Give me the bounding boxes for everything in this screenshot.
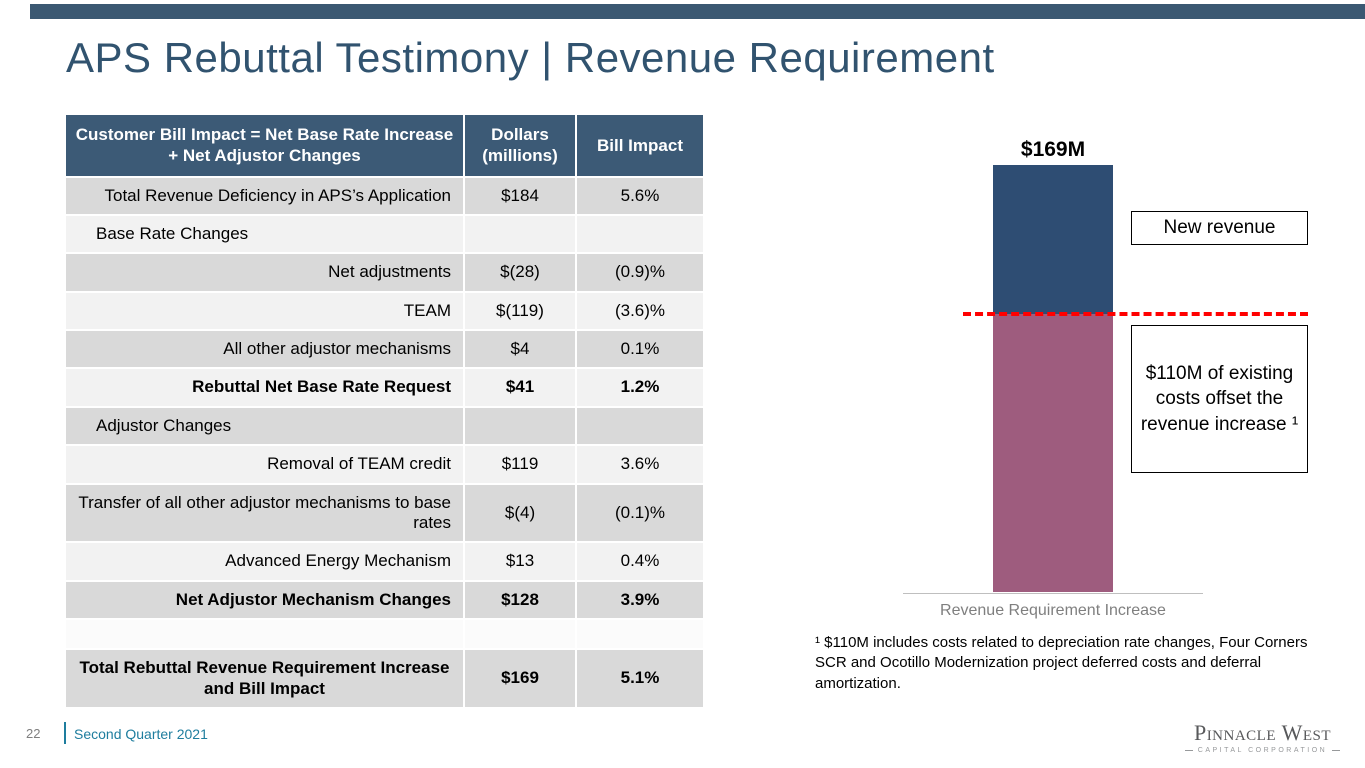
table-subtotal-row: Rebuttal Net Base Rate Request $41 1.2%: [66, 368, 703, 407]
table-row: Transfer of all other adjustor mechanism…: [66, 483, 703, 543]
table-row: Net adjustments $(28) (0.9)%: [66, 253, 703, 292]
logo-subtext-row: CAPITAL CORPORATION: [1185, 747, 1340, 754]
row-impact: [575, 619, 703, 650]
row-label: Net adjustments: [66, 253, 464, 292]
top-accent-bar: [30, 4, 1365, 19]
row-dollars: [463, 406, 576, 446]
table-section-row: Adjustor Changes: [66, 406, 703, 446]
header-cell-dollars: Dollars (millions): [463, 115, 576, 177]
row-label: Total Rebuttal Revenue Requirement Incre…: [66, 649, 464, 707]
bar-total-label: $169M: [1020, 138, 1086, 161]
table-total-row: Total Rebuttal Revenue Requirement Incre…: [66, 649, 703, 707]
table-row: Advanced Energy Mechanism $13 0.4%: [66, 542, 703, 581]
row-label: Transfer of all other adjustor mechanism…: [66, 483, 464, 543]
row-impact: 3.9%: [575, 580, 703, 620]
row-impact: 3.6%: [575, 445, 703, 484]
table-row: TEAM $(119) (3.6)%: [66, 291, 703, 331]
pinnacle-west-logo: Pinnacle West CAPITAL CORPORATION: [1185, 722, 1340, 754]
page-number: 22: [26, 726, 41, 741]
logo-rule-right: [1332, 750, 1340, 751]
row-impact: 0.1%: [575, 330, 703, 369]
row-impact: 5.6%: [575, 176, 703, 215]
row-label: [66, 619, 464, 650]
row-label: All other adjustor mechanisms: [66, 330, 464, 369]
bar-segment-new-revenue: [993, 165, 1113, 315]
logo-rule-left: [1185, 750, 1193, 751]
dashed-line: [963, 312, 1308, 317]
row-impact: (3.6)%: [575, 291, 703, 331]
table-header-row: Customer Bill Impact = Net Base Rate Inc…: [66, 115, 703, 177]
row-dollars: [463, 619, 576, 650]
table-spacer-row: [66, 619, 703, 650]
row-impact: (0.1)%: [575, 483, 703, 543]
chart-axis-label: Revenue Requirement Increase: [940, 602, 1166, 619]
row-label: Net Adjustor Mechanism Changes: [66, 580, 464, 620]
footer-divider: [64, 722, 66, 744]
row-dollars: $41: [463, 368, 576, 407]
row-label: Total Revenue Deficiency in APS’s Applic…: [66, 176, 464, 215]
row-impact: [575, 214, 703, 254]
header-cell-bill-impact: Bill Impact: [575, 115, 703, 177]
row-label: TEAM: [66, 291, 464, 331]
row-impact: (0.9)%: [575, 253, 703, 292]
row-dollars: $13: [463, 542, 576, 581]
row-dollars: $128: [463, 580, 576, 620]
revenue-requirement-chart: $169M New revenue $110M of existing cost…: [790, 130, 1345, 715]
table-section-row: Base Rate Changes: [66, 214, 703, 254]
logo-name: Pinnacle West: [1193, 720, 1332, 745]
row-dollars: $184: [463, 176, 576, 215]
new-revenue-label-box: New revenue: [1131, 211, 1308, 245]
header-cell-description: Customer Bill Impact = Net Base Rate Inc…: [66, 115, 464, 177]
rate-table: Customer Bill Impact = Net Base Rate Inc…: [66, 115, 703, 707]
row-impact: 5.1%: [575, 649, 703, 707]
row-dollars: $119: [463, 445, 576, 484]
page-title: APS Rebuttal Testimony | Revenue Require…: [66, 34, 995, 81]
row-dollars: $169: [463, 649, 576, 707]
chart-footnote: ¹ $110M includes costs related to deprec…: [815, 634, 1308, 692]
row-label: Advanced Energy Mechanism: [66, 542, 464, 581]
row-impact: [575, 406, 703, 446]
rate-table-container: Customer Bill Impact = Net Base Rate Inc…: [66, 115, 703, 707]
footer-subtitle: Second Quarter 2021: [74, 726, 208, 742]
table-row: Total Revenue Deficiency in APS’s Applic…: [66, 176, 703, 215]
row-dollars: $(28): [463, 253, 576, 292]
row-dollars: [463, 214, 576, 254]
existing-costs-label-box: $110M of existing costs offset the reven…: [1131, 325, 1308, 473]
row-dollars: $4: [463, 330, 576, 369]
bar-segment-existing-costs: [993, 314, 1113, 592]
chart-axis-line: [903, 593, 1203, 594]
stacked-bar: [993, 165, 1113, 592]
row-impact: 1.2%: [575, 368, 703, 407]
row-label: Adjustor Changes: [66, 406, 464, 446]
logo-subtext: CAPITAL CORPORATION: [1197, 747, 1328, 754]
row-impact: 0.4%: [575, 542, 703, 581]
row-label: Rebuttal Net Base Rate Request: [66, 368, 464, 407]
table-subtotal-row: Net Adjustor Mechanism Changes $128 3.9%: [66, 580, 703, 620]
row-dollars: $(119): [463, 291, 576, 331]
row-label: Removal of TEAM credit: [66, 445, 464, 484]
table-row: All other adjustor mechanisms $4 0.1%: [66, 330, 703, 369]
row-dollars: $(4): [463, 483, 576, 543]
table-row: Removal of TEAM credit $119 3.6%: [66, 445, 703, 484]
row-label: Base Rate Changes: [66, 214, 464, 254]
